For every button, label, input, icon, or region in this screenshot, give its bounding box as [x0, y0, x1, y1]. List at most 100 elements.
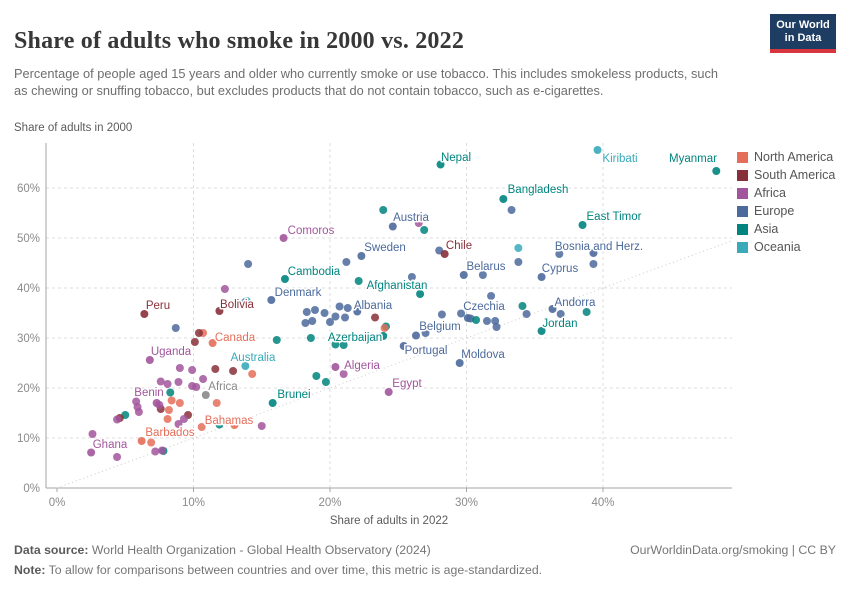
- data-point-andorra[interactable]: [548, 305, 557, 313]
- data-point-barbados[interactable]: [137, 437, 146, 445]
- data-point[interactable]: [113, 453, 122, 461]
- data-point[interactable]: [192, 383, 201, 391]
- data-point[interactable]: [257, 422, 266, 430]
- country-label[interactable]: Myanmar: [668, 152, 719, 167]
- data-point[interactable]: [167, 396, 176, 405]
- data-point-cyprus[interactable]: [537, 273, 546, 281]
- data-point-ghana[interactable]: [87, 448, 96, 457]
- data-point[interactable]: [507, 206, 516, 214]
- country-label[interactable]: Benin: [133, 386, 165, 401]
- data-point[interactable]: [380, 324, 389, 332]
- data-point-algeria[interactable]: [331, 363, 340, 371]
- data-point[interactable]: [174, 420, 183, 428]
- data-point-czechia[interactable]: [463, 314, 472, 322]
- data-point[interactable]: [339, 370, 348, 378]
- data-point[interactable]: [134, 408, 143, 416]
- owid-logo[interactable]: Our World in Data: [770, 14, 836, 53]
- country-label[interactable]: Denmark: [273, 286, 323, 301]
- data-point-bahamas[interactable]: [230, 421, 239, 429]
- data-point[interactable]: [518, 302, 527, 310]
- data-point[interactable]: [190, 338, 199, 346]
- data-point[interactable]: [331, 340, 340, 349]
- data-point-australia[interactable]: [241, 362, 250, 370]
- data-point[interactable]: [321, 378, 330, 386]
- data-point-egypt[interactable]: [384, 388, 393, 396]
- data-point-cambodia[interactable]: [280, 275, 289, 283]
- data-point[interactable]: [272, 336, 281, 344]
- data-point-afghanistan[interactable]: [416, 290, 425, 298]
- data-point[interactable]: [132, 397, 141, 406]
- data-point-azerbaijan[interactable]: [379, 332, 388, 340]
- data-point[interactable]: [164, 406, 173, 414]
- country-label[interactable]: East Timor: [585, 210, 643, 225]
- data-point-kiribati[interactable]: [593, 146, 602, 154]
- data-point[interactable]: [331, 312, 340, 321]
- data-point-chile[interactable]: [440, 250, 449, 258]
- data-point[interactable]: [188, 366, 197, 374]
- country-label[interactable]: Barbados: [144, 426, 196, 441]
- data-point[interactable]: [482, 317, 491, 325]
- data-point-albania[interactable]: [353, 307, 362, 316]
- data-point-moldova[interactable]: [455, 359, 464, 367]
- country-label[interactable]: Belarus: [465, 260, 507, 275]
- country-label[interactable]: Nepal: [439, 151, 472, 166]
- country-label[interactable]: Brunei: [276, 388, 312, 403]
- data-point[interactable]: [215, 420, 224, 429]
- country-label[interactable]: Portugal: [403, 344, 449, 359]
- data-point[interactable]: [320, 309, 329, 317]
- data-point[interactable]: [514, 244, 523, 252]
- country-label[interactable]: Belgium: [418, 320, 463, 335]
- data-point-uganda[interactable]: [145, 356, 154, 364]
- data-point[interactable]: [179, 415, 188, 423]
- country-label[interactable]: Afghanistan: [365, 279, 429, 294]
- legend-item-south-america[interactable]: South America: [737, 166, 835, 184]
- data-point[interactable]: [244, 260, 253, 268]
- data-point[interactable]: [301, 319, 310, 327]
- source-link[interactable]: OurWorldinData.org/smoking | CC BY: [630, 543, 836, 557]
- data-point[interactable]: [421, 329, 430, 337]
- data-point[interactable]: [308, 317, 317, 325]
- data-point[interactable]: [343, 304, 352, 312]
- country-label[interactable]: Albania: [352, 299, 394, 314]
- data-point[interactable]: [326, 318, 334, 326]
- country-label[interactable]: Egypt: [391, 377, 424, 392]
- data-point[interactable]: [437, 310, 446, 319]
- country-label[interactable]: Canada: [213, 331, 257, 346]
- data-point[interactable]: [491, 317, 500, 325]
- data-point[interactable]: [556, 310, 565, 318]
- data-point[interactable]: [312, 372, 321, 380]
- country-label[interactable]: Bosnia and Herz.: [553, 240, 644, 255]
- data-point[interactable]: [582, 308, 591, 316]
- data-point[interactable]: [379, 206, 388, 214]
- data-point-austria[interactable]: [388, 222, 397, 231]
- data-point[interactable]: [478, 271, 487, 279]
- country-label[interactable]: Moldova: [460, 348, 507, 363]
- country-label[interactable]: Ghana: [91, 438, 129, 453]
- country-label[interactable]: Cambodia: [286, 265, 342, 280]
- data-point[interactable]: [156, 377, 165, 386]
- data-point[interactable]: [229, 367, 238, 375]
- legend-item-north-america[interactable]: North America: [737, 148, 835, 166]
- data-point-africa[interactable]: [201, 391, 210, 399]
- data-point[interactable]: [163, 415, 172, 423]
- data-point[interactable]: [555, 250, 564, 258]
- country-label[interactable]: Africa: [207, 380, 240, 395]
- country-label[interactable]: Comoros: [286, 224, 336, 239]
- country-label[interactable]: Sweden: [363, 241, 408, 256]
- data-point-belgium[interactable]: [411, 331, 420, 340]
- data-point[interactable]: [342, 258, 351, 266]
- data-point[interactable]: [175, 399, 184, 407]
- data-point[interactable]: [339, 341, 348, 349]
- data-point-belarus[interactable]: [459, 271, 468, 279]
- data-point[interactable]: [302, 308, 311, 316]
- data-point-benin[interactable]: [152, 399, 161, 407]
- country-label[interactable]: Bolivia: [219, 298, 256, 313]
- data-point[interactable]: [220, 285, 229, 293]
- data-point-bolivia[interactable]: [215, 307, 224, 315]
- data-point[interactable]: [306, 334, 315, 342]
- data-point[interactable]: [197, 423, 206, 431]
- data-point[interactable]: [163, 380, 172, 388]
- data-point[interactable]: [248, 370, 257, 378]
- country-label[interactable]: Azerbaijan: [326, 331, 383, 346]
- data-point-nepal[interactable]: [436, 160, 445, 169]
